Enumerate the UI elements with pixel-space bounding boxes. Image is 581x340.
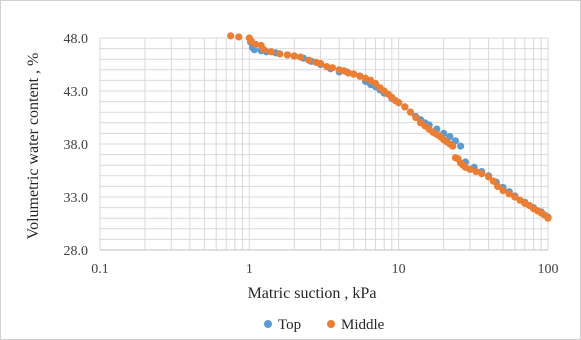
data-point-middle <box>395 99 403 107</box>
data-point-middle <box>511 193 519 201</box>
data-point-middle <box>267 48 275 56</box>
x-tick-label: 1 <box>246 262 253 277</box>
x-tick-label: 0.1 <box>91 262 109 277</box>
data-point-top <box>457 142 465 150</box>
data-point-middle <box>290 52 298 60</box>
data-point-middle <box>489 177 497 185</box>
legend-marker-top <box>264 320 272 328</box>
y-tick-label: 48.0 <box>64 32 89 47</box>
data-point-middle <box>235 33 243 41</box>
data-point-middle <box>466 165 474 174</box>
y-axis-title: Volumetric water content , % <box>25 53 42 240</box>
data-point-middle <box>406 108 415 116</box>
legend-marker-middle <box>327 320 335 328</box>
data-point-middle <box>227 32 235 40</box>
data-point-middle <box>478 170 486 178</box>
x-axis-title: Matric suction , kPa <box>248 285 377 302</box>
data-point-middle <box>499 187 507 195</box>
data-point-middle <box>323 63 331 71</box>
data-point-middle <box>505 190 513 198</box>
y-tick-label: 38.0 <box>64 138 89 153</box>
data-point-middle <box>401 103 409 111</box>
data-point-middle <box>449 142 457 150</box>
data-point-top <box>451 137 460 145</box>
data-point-middle <box>484 173 493 181</box>
data-point-middle <box>544 214 552 222</box>
y-tick-label: 33.0 <box>64 191 89 206</box>
data-point-middle <box>344 69 352 77</box>
x-tick-labels: 0.1 1 10 100 <box>91 262 558 277</box>
y-tick-label: 43.0 <box>64 85 89 100</box>
y-tick-labels: 28.0 33.0 38.0 43.0 48.0 <box>64 32 89 259</box>
gridlines <box>99 37 549 250</box>
data-points <box>227 32 552 222</box>
data-point-middle <box>283 51 292 59</box>
legend: Top Middle <box>264 317 385 333</box>
data-point-middle <box>494 182 502 190</box>
data-point-middle <box>276 50 284 58</box>
y-tick-label: 28.0 <box>64 244 89 259</box>
data-point-middle <box>328 64 337 72</box>
data-point-middle <box>260 46 268 54</box>
data-point-middle <box>305 56 313 64</box>
data-point-top <box>446 132 454 141</box>
data-point-middle <box>371 79 380 88</box>
data-point-middle <box>350 70 358 78</box>
data-point-middle <box>316 59 325 68</box>
legend-label-top: Top <box>278 317 301 333</box>
data-point-middle <box>296 53 305 61</box>
x-tick-label: 10 <box>392 262 406 277</box>
legend-label-middle: Middle <box>341 317 385 333</box>
data-point-middle <box>412 113 420 122</box>
data-point-middle <box>356 72 364 80</box>
x-tick-label: 100 <box>538 262 559 277</box>
data-point-middle <box>472 167 480 176</box>
data-point-middle <box>251 40 260 48</box>
